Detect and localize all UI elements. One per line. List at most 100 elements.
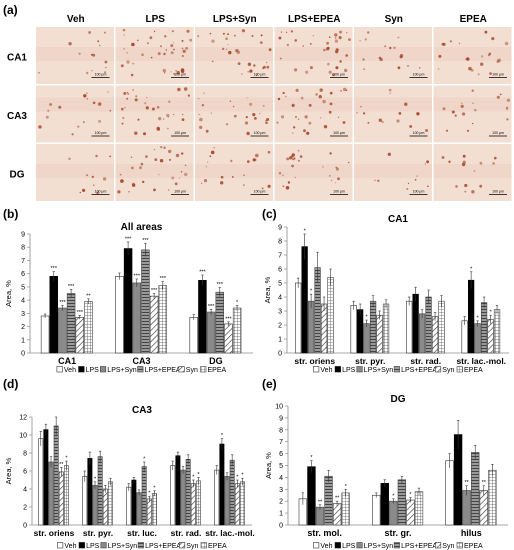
- stained-cell: [347, 161, 350, 164]
- bar: [126, 486, 132, 526]
- stained-cell: [158, 174, 160, 176]
- stained-cell: [448, 160, 451, 163]
- stained-cell: [241, 29, 245, 33]
- stained-cell: [254, 153, 259, 158]
- stained-cell: [169, 158, 171, 161]
- stained-cell: [230, 159, 233, 163]
- category-label: str. oriens: [294, 356, 335, 366]
- significance-label: ***: [59, 300, 66, 306]
- stained-cell: [83, 121, 85, 123]
- y-tick-label: 7: [278, 253, 282, 260]
- category-label: str. rad.: [171, 528, 202, 538]
- stained-cell: [328, 175, 331, 177]
- stained-cell: [197, 35, 200, 38]
- bar: [327, 277, 334, 354]
- stained-cell: [124, 107, 126, 109]
- stained-cell: [130, 156, 133, 158]
- significance-label: ***: [208, 304, 215, 310]
- significance-label: **: [335, 496, 340, 502]
- stained-cell: [168, 100, 171, 103]
- stained-cell: [345, 54, 349, 57]
- stained-cell: [97, 40, 100, 43]
- stained-cell: [91, 175, 94, 178]
- legend-swatch: [356, 366, 363, 373]
- stained-cell: [265, 121, 268, 125]
- legend-label: LPS+EPEA: [145, 367, 181, 374]
- legend-swatch: [100, 366, 107, 373]
- stained-cell: [377, 179, 380, 182]
- y-axis-label: Area, %: [264, 452, 273, 479]
- stained-cell: [427, 185, 429, 188]
- significance-label: **: [465, 480, 470, 486]
- y-tick-label: 2: [279, 499, 283, 506]
- y-tick-label: 8: [278, 239, 282, 246]
- stained-cell: [292, 158, 295, 161]
- stained-cell: [170, 51, 174, 55]
- stained-cell: [471, 89, 474, 92]
- bar: [471, 452, 480, 526]
- bar: [412, 293, 419, 354]
- stained-cell: [210, 150, 215, 155]
- stained-cell: [331, 73, 335, 77]
- stained-cell: [91, 70, 93, 72]
- significance-label: *: [197, 472, 200, 478]
- scale-bar-label: 100 μm: [95, 73, 107, 77]
- micro-col-header: Syn: [385, 14, 403, 25]
- bar: [363, 323, 370, 354]
- bar: [239, 481, 245, 526]
- stained-cell: [126, 97, 129, 100]
- stained-cell: [308, 103, 312, 107]
- significance-label: *: [94, 476, 97, 482]
- stained-cell: [461, 102, 463, 104]
- stained-cell: [165, 49, 167, 51]
- stained-cell: [249, 102, 253, 106]
- micrograph-band: [115, 47, 194, 61]
- stained-cell: [78, 52, 81, 55]
- legend-swatch: [56, 366, 63, 373]
- y-tick-label: 9: [279, 415, 283, 422]
- stained-cell: [247, 71, 249, 73]
- bar: [295, 282, 302, 354]
- stained-cell: [201, 104, 205, 107]
- stained-cell: [337, 177, 340, 181]
- significance-label: ***: [217, 282, 224, 288]
- stained-cell: [140, 162, 144, 166]
- bar: [215, 291, 225, 354]
- stained-cell: [491, 37, 495, 41]
- stained-cell: [144, 102, 147, 105]
- stained-cell: [131, 166, 134, 170]
- stained-cell: [166, 113, 170, 118]
- stained-cell: [203, 179, 208, 183]
- legend-swatch: [434, 366, 442, 373]
- y-tick-label: 0: [278, 351, 282, 358]
- stained-cell: [162, 68, 166, 73]
- stained-cell: [356, 112, 358, 114]
- significance-label: ***: [77, 310, 84, 316]
- stained-cell: [107, 91, 109, 93]
- stained-cell: [58, 105, 62, 109]
- stained-cell: [128, 191, 130, 193]
- y-tick-label: 3: [279, 487, 283, 494]
- legend-label: Veh: [320, 543, 332, 550]
- stained-cell: [329, 102, 333, 106]
- bar: [87, 458, 93, 526]
- scale-bar-label: 100 μm: [492, 73, 504, 77]
- stained-cell: [334, 39, 339, 43]
- bar: [356, 309, 364, 354]
- bar: [234, 483, 240, 526]
- stained-cell: [367, 121, 370, 124]
- stained-cell: [344, 68, 348, 73]
- stained-cell: [437, 68, 440, 70]
- y-tick-label: 5: [21, 284, 25, 291]
- stained-cell: [473, 170, 476, 172]
- stained-cell: [397, 66, 401, 70]
- stained-cell: [210, 112, 213, 114]
- stained-cell: [123, 34, 126, 36]
- stained-cell: [203, 92, 205, 94]
- stained-cell: [471, 190, 475, 194]
- stained-cell: [409, 125, 413, 128]
- stained-cell: [198, 97, 200, 100]
- stained-cell: [335, 167, 339, 171]
